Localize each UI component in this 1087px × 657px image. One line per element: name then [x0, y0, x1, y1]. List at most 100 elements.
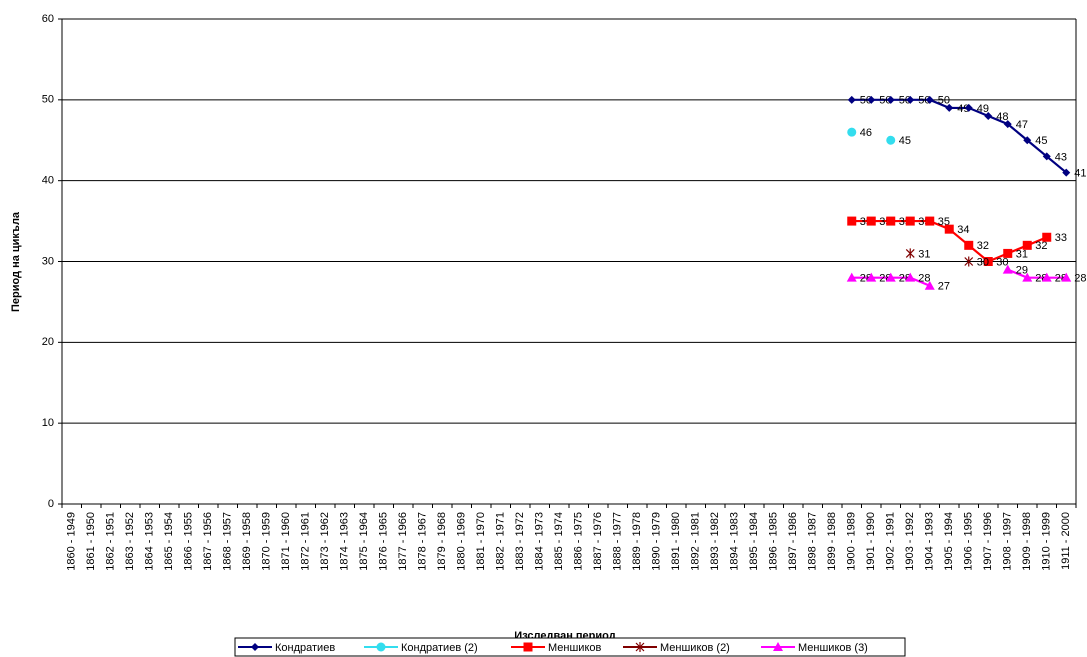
data-label: 27: [938, 281, 950, 293]
marker: [1042, 152, 1051, 161]
data-label: 31: [918, 248, 930, 260]
x-tick-label: 1900 - 1989: [846, 512, 858, 571]
marker: [846, 272, 857, 282]
marker: [964, 240, 974, 250]
legend-label: Меншиков (3): [798, 642, 868, 654]
marker: [886, 216, 896, 226]
data-label: 50: [899, 95, 911, 107]
data-label: 41: [1074, 167, 1086, 179]
x-tick-label: 1906 - 1995: [963, 512, 975, 571]
x-tick-label: 1876 - 1965: [378, 512, 390, 571]
legend-label: Кондратиев (2): [401, 642, 478, 654]
x-tick-label: 1908 - 1997: [1002, 512, 1014, 571]
marker: [886, 95, 895, 104]
x-tick-label: 1880 - 1969: [456, 512, 468, 571]
legend-item: Меншиков (3): [761, 642, 868, 654]
marker: [847, 216, 857, 226]
data-label: 30: [996, 256, 1008, 268]
data-label: 46: [860, 127, 872, 139]
x-tick-label: 1890 - 1979: [651, 512, 663, 571]
marker: [635, 642, 645, 652]
marker: [886, 135, 896, 145]
data-label: 31: [1016, 248, 1028, 260]
marker: [1062, 168, 1071, 177]
x-tick-label: 1875 - 1964: [358, 512, 370, 571]
marker: [773, 642, 783, 651]
data-label: 49: [957, 103, 969, 115]
x-tick-label: 1873 - 1962: [319, 512, 331, 571]
marker: [945, 103, 954, 112]
marker: [983, 257, 993, 266]
x-tick-label: 1903 - 1992: [904, 512, 916, 571]
data-label: 45: [1035, 135, 1047, 147]
x-tick-label: 1870 - 1959: [261, 512, 273, 571]
legend-label: Меншиков (2): [660, 642, 730, 654]
x-tick-label: 1861 - 1950: [85, 512, 97, 571]
marker: [1023, 136, 1032, 145]
marker: [1061, 272, 1072, 282]
marker: [523, 642, 533, 652]
x-tick-label: 1910 - 1999: [1041, 512, 1053, 571]
x-tick-label: 1891 - 1980: [670, 512, 682, 571]
marker: [1003, 120, 1012, 129]
marker: [905, 272, 916, 282]
marker: [847, 95, 856, 104]
marker: [964, 256, 974, 267]
data-label: 32: [1035, 240, 1047, 252]
x-tick-label: 1898 - 1987: [807, 512, 819, 571]
data-label: 50: [918, 95, 930, 107]
x-tick-label: 1867 - 1956: [202, 512, 214, 571]
legend-box: [234, 637, 906, 657]
x-tick-label: 1905 - 1994: [943, 512, 955, 571]
data-label: 48: [996, 111, 1008, 123]
data-label: 28: [918, 273, 930, 285]
x-tick-label: 1902 - 1991: [885, 512, 897, 571]
x-tick-label: 1865 - 1954: [163, 512, 175, 571]
marker: [925, 216, 935, 226]
x-tick-label: 1897 - 1986: [787, 512, 799, 571]
y-tick-label: 30: [42, 255, 54, 267]
marker: [866, 216, 876, 226]
marker: [1022, 272, 1033, 282]
marker: [867, 95, 876, 104]
marker: [866, 272, 877, 282]
x-tick-label: 1899 - 1988: [826, 512, 838, 571]
marker: [944, 224, 954, 234]
x-tick-label: 1896 - 1985: [768, 512, 780, 571]
x-tick-label: 1885 - 1974: [553, 512, 565, 571]
data-label: 28: [1074, 273, 1086, 285]
x-tick-label: 1872 - 1961: [300, 512, 312, 571]
x-tick-label: 1889 - 1978: [631, 512, 643, 571]
legend-label: Кондратиев: [275, 642, 335, 654]
x-tick-label: 1887 - 1976: [592, 512, 604, 571]
data-label: 30: [977, 256, 989, 268]
legend-item: Кондратиев (2): [364, 642, 478, 654]
marker: [1042, 232, 1052, 242]
x-tick-label: 1909 - 1998: [1021, 512, 1033, 571]
legend-item: Меншиков (2): [623, 642, 730, 654]
x-tick-label: 1895 - 1984: [748, 512, 760, 571]
y-tick-label: 50: [42, 94, 54, 106]
x-tick-label: 1871 - 1960: [280, 512, 292, 571]
data-label: 43: [1055, 151, 1067, 163]
x-tick-label: 1862 - 1951: [105, 512, 117, 571]
data-label: 32: [977, 240, 989, 252]
x-tick-label: 1901 - 1990: [865, 512, 877, 571]
marker: [1041, 272, 1052, 282]
marker: [1022, 240, 1032, 250]
y-tick-label: 40: [42, 175, 54, 187]
data-label: 34: [957, 224, 969, 236]
y-tick-label: 0: [48, 498, 54, 510]
x-tick-label: 1888 - 1977: [612, 512, 624, 571]
x-tick-label: 1894 - 1983: [729, 512, 741, 571]
x-tick-label: 1884 - 1973: [534, 512, 546, 571]
x-tick-label: 1868 - 1957: [222, 512, 234, 571]
data-label: 50: [860, 95, 872, 107]
x-tick-label: 1881 - 1970: [475, 512, 487, 571]
x-tick-label: 1864 - 1953: [144, 512, 156, 571]
marker: [1003, 248, 1013, 258]
data-label: 50: [879, 95, 891, 107]
x-tick-label: 1893 - 1982: [709, 512, 721, 571]
data-label: 29: [1016, 264, 1028, 276]
data-label: 47: [1016, 119, 1028, 131]
